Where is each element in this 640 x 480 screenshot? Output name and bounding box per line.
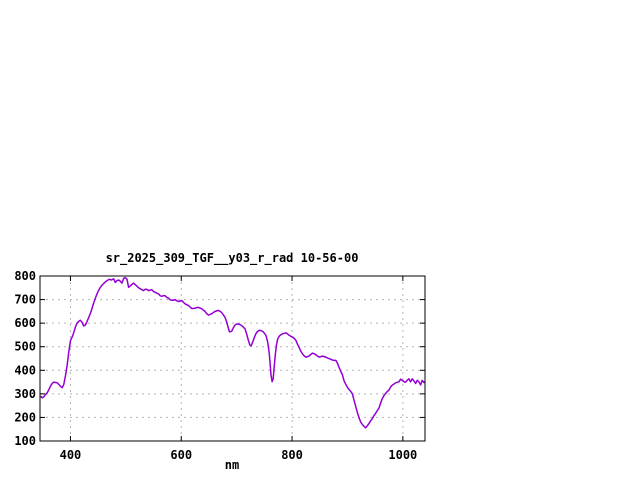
series-sr_2025_309_TGF__y03_r_rad (40, 276, 426, 429)
y-tick-label: 100 (14, 434, 36, 448)
y-tick-label: 800 (14, 269, 36, 283)
x-tick-label: 800 (281, 448, 303, 462)
x-axis-label: nm (225, 458, 239, 472)
spectrum-line (40, 276, 426, 429)
y-tick-label: 700 (14, 293, 36, 307)
plot-border (39, 275, 426, 442)
gridlines (40, 276, 425, 441)
y-tick-label: 500 (14, 340, 36, 354)
plot-border-and-ticks (39, 275, 426, 442)
x-tick-label: 600 (170, 448, 192, 462)
chart-title: sr_2025_309_TGF__y03_r_rad 10-56-00 (106, 251, 359, 266)
x-tick-label: 400 (60, 448, 82, 462)
y-tick-label: 300 (14, 387, 36, 401)
y-tick-label: 600 (14, 316, 36, 330)
x-tick-label: 1000 (388, 448, 417, 462)
y-tick-label: 200 (14, 410, 36, 424)
tick-labels: 100 200 300 400 500 600 700 800 400 600 800 1000 (14, 269, 417, 462)
y-tick-label: 400 (14, 363, 36, 377)
